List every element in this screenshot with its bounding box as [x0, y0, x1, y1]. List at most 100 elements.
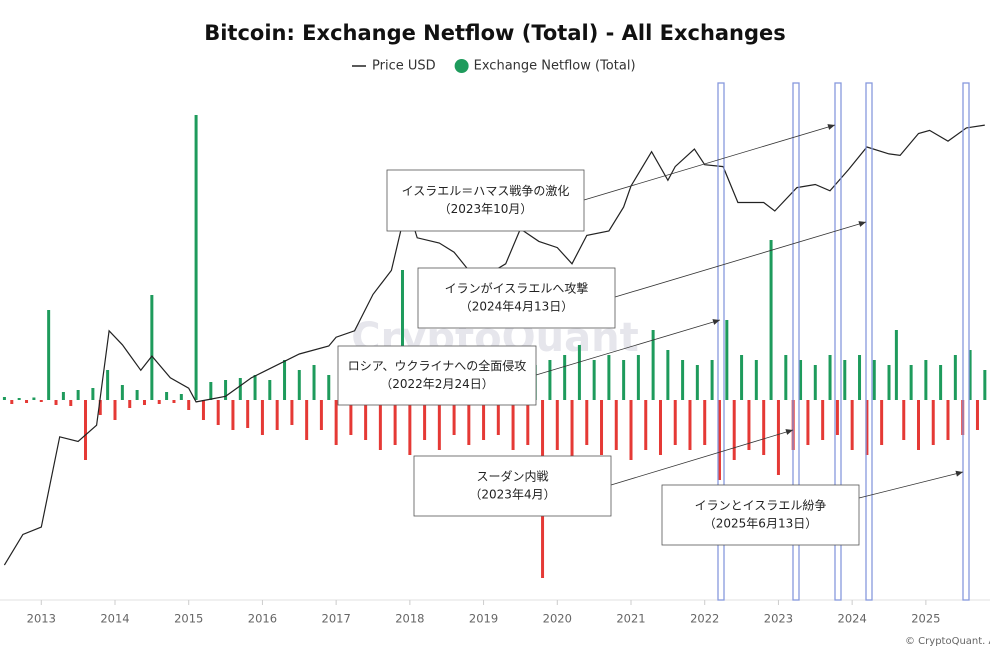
netflow-bar	[496, 400, 500, 435]
price-line	[3, 124, 985, 566]
netflow-bar	[548, 360, 552, 400]
netflow-bar	[975, 400, 979, 430]
annotation-arrow	[858, 471, 964, 499]
annotation-text: （2023年10月）	[439, 202, 533, 216]
event-highlight	[792, 82, 800, 601]
netflow-bar	[364, 400, 368, 440]
credit: © CryptoQuant. All	[905, 636, 990, 647]
netflow-bar	[283, 360, 287, 400]
netflow-bar	[939, 365, 943, 400]
annotation-text: （2025年6月13日）	[704, 517, 817, 531]
netflow-bar	[452, 400, 456, 435]
netflow-bar	[423, 400, 427, 440]
netflow-bar	[150, 295, 154, 400]
netflow-bar	[157, 400, 161, 404]
x-tick-label: 2013	[27, 612, 56, 626]
netflow-bar	[61, 392, 65, 400]
netflow-bar	[585, 400, 589, 445]
netflow-bar	[187, 400, 191, 410]
netflow-bar	[806, 400, 810, 445]
netflow-bar	[98, 400, 102, 415]
netflow-bar	[194, 115, 198, 400]
x-tick-label: 2023	[764, 612, 793, 626]
netflow-bar	[142, 400, 146, 405]
netflow-bar	[887, 365, 891, 400]
netflow-bar	[305, 400, 309, 440]
netflow-bar	[835, 400, 839, 435]
netflow-bar	[681, 360, 685, 400]
x-tick-label: 2015	[174, 612, 203, 626]
netflow-bar	[843, 360, 847, 400]
netflow-bar	[467, 400, 471, 445]
netflow-bar	[253, 375, 257, 400]
annotation-arrowhead	[712, 319, 720, 325]
netflow-bar	[710, 360, 714, 400]
netflow-bar	[2, 397, 6, 400]
netflow-bar	[651, 330, 655, 400]
annotation-text: イランがイスラエルへ攻撃	[445, 281, 589, 296]
netflow-bar	[555, 400, 559, 450]
netflow-bar	[25, 400, 29, 403]
netflow-bar	[511, 400, 515, 450]
legend-swatch	[454, 59, 469, 73]
legend: Price USD Exchange Netflow (Total)	[352, 59, 636, 74]
netflow-bar	[983, 370, 987, 400]
x-tick-label: 2024	[838, 612, 867, 626]
annotation-box	[337, 345, 537, 406]
netflow-bar	[231, 400, 235, 430]
netflow-bar	[408, 400, 412, 455]
netflow-bar	[607, 355, 611, 400]
netflow-bar	[297, 370, 301, 400]
annotation-text: （2023年4月）	[469, 488, 555, 502]
netflow-bar	[290, 400, 294, 425]
netflow-bar	[526, 400, 530, 445]
netflow-bar	[378, 400, 382, 450]
annotation-text: （2022年2月24日）	[380, 377, 493, 391]
x-tick-label: 2016	[248, 612, 277, 626]
netflow-bar	[688, 400, 692, 450]
netflow-bar	[924, 360, 928, 400]
netflow-bar	[17, 398, 21, 400]
netflow-bar	[865, 400, 869, 455]
netflow-bar	[312, 365, 316, 400]
netflow-bar	[695, 365, 699, 400]
annotation-arrowhead	[785, 429, 793, 435]
netflow-bar	[482, 400, 486, 440]
netflow-bar	[968, 350, 972, 400]
event-highlight	[865, 82, 873, 601]
netflow-bar	[39, 400, 43, 402]
netflow-bar	[821, 400, 825, 440]
netflow-bar	[400, 270, 404, 400]
netflow-bar	[84, 400, 88, 460]
netflow-bar	[113, 400, 117, 420]
netflow-bar	[622, 360, 626, 400]
netflow-bar	[120, 385, 124, 400]
netflow-bar	[327, 375, 331, 400]
event-highlight	[962, 82, 970, 601]
netflow-bar	[813, 365, 817, 400]
legend-label: Price USD	[372, 59, 436, 74]
x-tick-label: 2025	[911, 612, 940, 626]
netflow-bar	[673, 400, 677, 445]
netflow-bar	[563, 355, 567, 400]
netflow-bar	[437, 400, 441, 450]
netflow-bar	[717, 400, 721, 480]
x-tick-label: 2021	[616, 612, 645, 626]
annotation-arrow	[583, 124, 836, 201]
netflow-bar	[858, 355, 862, 400]
netflow-bar	[732, 400, 736, 460]
netflow-bar	[747, 400, 751, 450]
netflow-bar	[201, 400, 205, 420]
annotation-arrow	[614, 221, 867, 298]
netflow-bar	[268, 380, 272, 400]
netflow-bar	[165, 392, 169, 400]
netflow-bar	[260, 400, 264, 435]
netflow-bar	[784, 355, 788, 400]
netflow-bar	[762, 400, 766, 455]
netflow-bar	[931, 400, 935, 445]
netflow-bar	[334, 400, 338, 445]
netflow-bar	[894, 330, 898, 400]
annotation-text: イランとイスラエル紛争	[695, 498, 827, 513]
netflow-bar	[592, 360, 596, 400]
netflow-bar	[600, 400, 604, 455]
